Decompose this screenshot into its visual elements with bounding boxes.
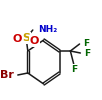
Text: NH₂: NH₂ [38, 24, 57, 34]
Text: S: S [22, 33, 30, 43]
Text: F: F [71, 64, 77, 74]
Text: Br: Br [0, 70, 14, 80]
Text: O: O [12, 34, 22, 44]
Text: F: F [84, 48, 90, 58]
Text: O: O [30, 36, 39, 46]
Text: F: F [83, 40, 89, 48]
